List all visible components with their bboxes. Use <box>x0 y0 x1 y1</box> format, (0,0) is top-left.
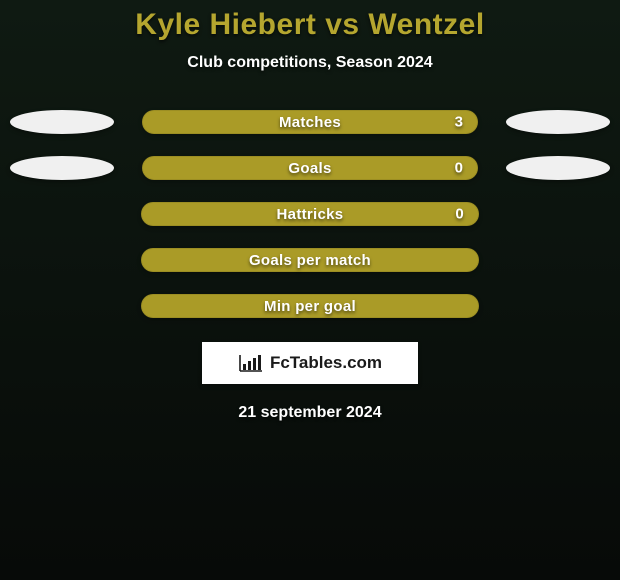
right-ellipse <box>506 110 610 134</box>
right-ellipse <box>506 156 610 180</box>
stat-label: Goals per match <box>249 252 371 269</box>
stat-bar: Matches 3 <box>142 110 478 134</box>
right-side <box>506 110 610 134</box>
stat-bar: Goals per match <box>141 248 479 272</box>
stat-row: Min per goal <box>10 294 610 318</box>
stat-value-right: 0 <box>455 160 463 177</box>
logo-box: FcTables.com <box>202 342 418 384</box>
left-ellipse <box>10 156 114 180</box>
stat-bar: Hattricks 0 <box>141 202 479 226</box>
stat-row: Goals 0 <box>10 156 610 180</box>
stat-label: Goals <box>288 160 331 177</box>
stat-row: Goals per match <box>10 248 610 272</box>
stat-bar: Min per goal <box>141 294 479 318</box>
stat-row: Hattricks 0 <box>10 202 610 226</box>
left-side <box>10 110 114 134</box>
stat-row: Matches 3 <box>10 110 610 134</box>
stat-bar: Goals 0 <box>142 156 478 180</box>
logo-text: FcTables.com <box>270 353 382 373</box>
stat-label: Matches <box>279 114 341 131</box>
stat-label: Min per goal <box>264 298 356 315</box>
left-ellipse <box>10 110 114 134</box>
stat-value-right: 3 <box>455 114 463 131</box>
right-side <box>506 156 610 180</box>
bar-chart-icon <box>238 353 264 373</box>
stat-rows: Matches 3 Goals 0 Hattricks 0 Goals per match M… <box>0 110 620 318</box>
stat-label: Hattricks <box>277 206 344 223</box>
left-side <box>10 156 114 180</box>
stat-value-right: 0 <box>455 206 463 223</box>
subtitle: Club competitions, Season 2024 <box>0 54 620 72</box>
page-title: Kyle Hiebert vs Wentzel <box>0 8 620 42</box>
date-text: 21 september 2024 <box>0 404 620 422</box>
infographic-container: Kyle Hiebert vs Wentzel Club competition… <box>0 0 620 580</box>
